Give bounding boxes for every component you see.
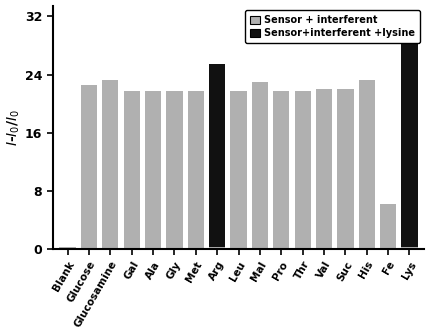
Bar <box>252 82 268 249</box>
Bar <box>380 204 396 249</box>
Bar <box>316 89 332 249</box>
Bar <box>187 90 204 249</box>
Bar <box>359 80 375 249</box>
Bar <box>295 91 311 249</box>
Bar <box>295 91 311 249</box>
Y-axis label: $I$-$I_0$/$I_0$: $I$-$I_0$/$I_0$ <box>6 109 22 146</box>
Bar <box>81 85 97 249</box>
Bar <box>145 90 161 249</box>
Bar <box>59 247 76 249</box>
Bar <box>187 90 204 249</box>
Bar <box>316 89 332 249</box>
Bar <box>230 91 247 249</box>
Bar <box>209 247 225 249</box>
Bar <box>59 247 76 249</box>
Legend: Sensor + interferent, Sensor+interferent +lysine: Sensor + interferent, Sensor+interferent… <box>245 10 420 43</box>
Bar <box>252 82 268 249</box>
Bar <box>337 89 353 249</box>
Bar <box>166 91 183 249</box>
Bar <box>380 204 396 249</box>
Bar <box>81 85 97 249</box>
Bar <box>166 91 183 249</box>
Bar <box>123 90 140 249</box>
Bar <box>401 247 418 249</box>
Bar <box>102 80 118 249</box>
Bar <box>123 90 140 249</box>
Bar <box>230 91 247 249</box>
Bar <box>273 90 289 249</box>
Bar <box>102 80 118 249</box>
Bar <box>401 16 418 249</box>
Bar <box>209 64 225 249</box>
Bar <box>273 90 289 249</box>
Bar <box>145 90 161 249</box>
Bar <box>359 80 375 249</box>
Bar <box>337 89 353 249</box>
